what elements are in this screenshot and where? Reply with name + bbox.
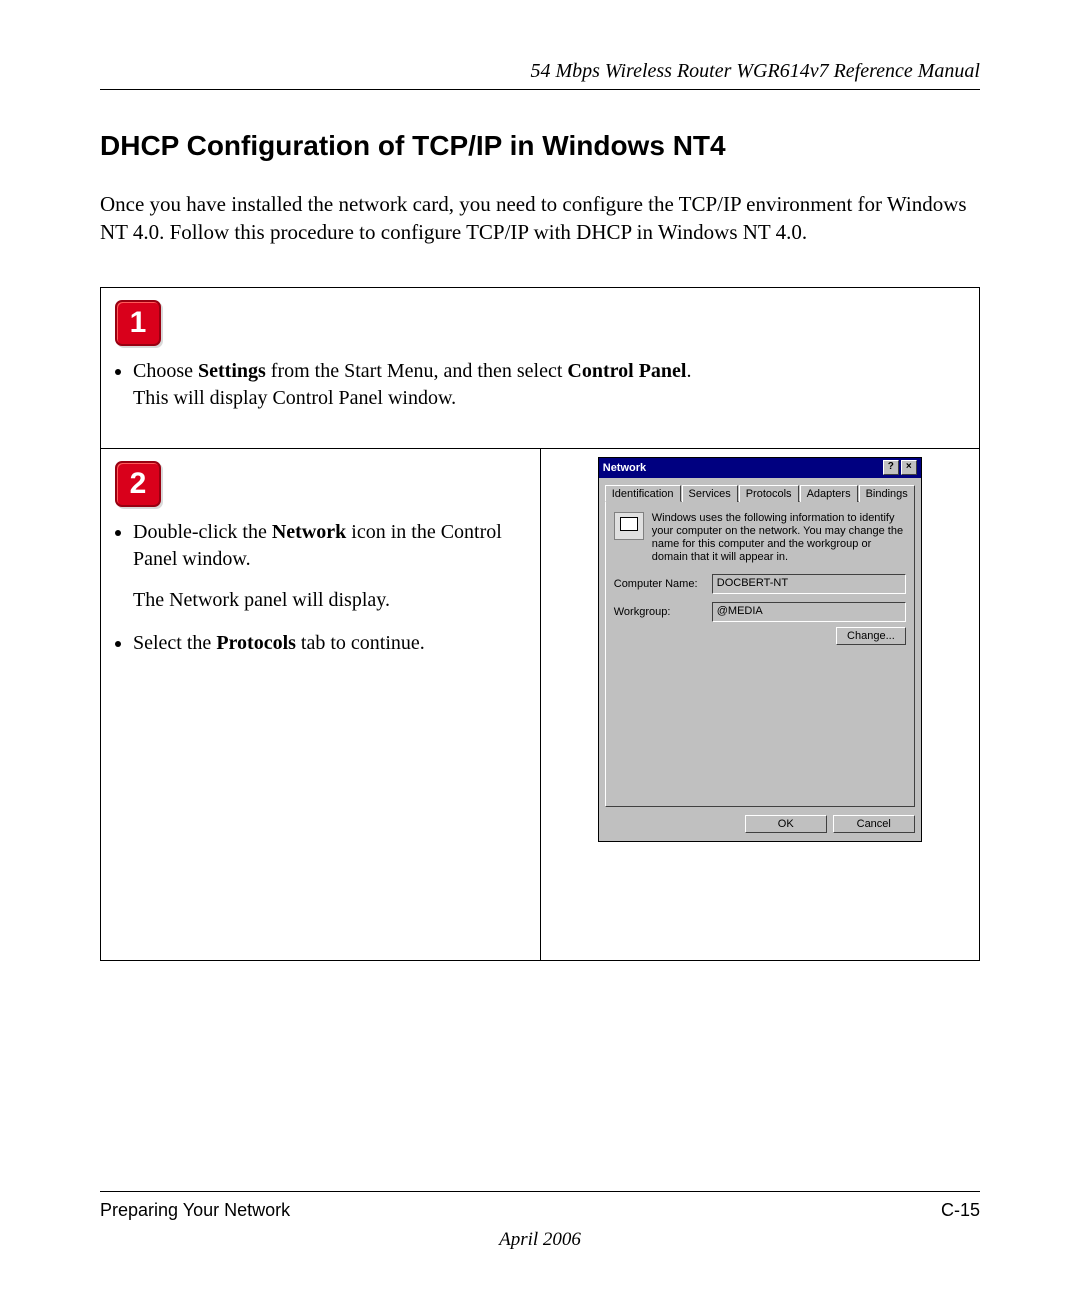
computer-icon xyxy=(614,512,644,540)
step1-line2: This will display Control Panel window. xyxy=(133,387,456,409)
tab-protocols[interactable]: Protocols xyxy=(739,485,799,502)
section-title: DHCP Configuration of TCP/IP in Windows … xyxy=(100,130,980,162)
footer-row: Preparing Your Network C-15 xyxy=(100,1200,980,1221)
step2-protocols-word: Protocols xyxy=(216,632,296,654)
step2-badge: 2 xyxy=(115,461,161,507)
step2-bullet2: Select the Protocols tab to continue. xyxy=(133,630,526,657)
step2-left-cell: 2 Double-click the Network icon in the C… xyxy=(101,448,541,960)
tab-adapters[interactable]: Adapters xyxy=(800,485,858,502)
dialog-body: Identification Services Protocols Adapte… xyxy=(599,478,921,841)
close-icon[interactable]: × xyxy=(901,460,917,475)
footer-left: Preparing Your Network xyxy=(100,1200,290,1221)
info-text: Windows uses the following information t… xyxy=(652,512,906,565)
computer-name-field: DOCBERT-NT xyxy=(712,574,906,594)
tab-row: Identification Services Protocols Adapte… xyxy=(605,484,915,502)
computer-name-label: Computer Name: xyxy=(614,578,706,590)
workgroup-label: Workgroup: xyxy=(614,606,706,618)
steps-table: 1 Choose Settings from the Start Menu, a… xyxy=(100,287,980,961)
footer-right: C-15 xyxy=(941,1200,980,1221)
step2-right-cell: Network ? × Identification Services Prot… xyxy=(540,448,980,960)
cancel-button[interactable]: Cancel xyxy=(833,815,915,833)
doc-header: 54 Mbps Wireless Router WGR614v7 Referen… xyxy=(100,60,980,89)
step1-pre: Choose xyxy=(133,360,198,382)
step1-badge: 1 xyxy=(115,300,161,346)
step1-post: . xyxy=(686,360,691,382)
step1-bullet: Choose Settings from the Start Menu, and… xyxy=(133,358,965,412)
tab-services[interactable]: Services xyxy=(682,485,738,502)
header-rule xyxy=(100,89,980,90)
change-button[interactable]: Change... xyxy=(836,627,906,645)
tab-bindings[interactable]: Bindings xyxy=(859,485,915,502)
step2-b1-pre: Double-click the xyxy=(133,521,272,543)
network-dialog: Network ? × Identification Services Prot… xyxy=(598,457,922,842)
help-icon[interactable]: ? xyxy=(883,460,899,475)
step2-b2-pre: Select the xyxy=(133,632,216,654)
footer-rule xyxy=(100,1191,980,1192)
step2-b2-post: tab to continue. xyxy=(296,632,425,654)
step2-bullet1: Double-click the Network icon in the Con… xyxy=(133,519,526,614)
footer-date: April 2006 xyxy=(100,1229,980,1251)
tab-content: Windows uses the following information t… xyxy=(605,502,915,807)
dialog-title: Network xyxy=(603,462,646,474)
workgroup-field: @MEDIA xyxy=(712,602,906,622)
step1-settings: Settings xyxy=(198,360,266,382)
ok-button[interactable]: OK xyxy=(745,815,827,833)
dialog-titlebar: Network ? × xyxy=(599,458,921,478)
step2-indent: The Network panel will display. xyxy=(133,587,526,614)
step1-control-panel: Control Panel xyxy=(567,360,686,382)
step2-network-word: Network xyxy=(272,521,346,543)
tab-identification[interactable]: Identification xyxy=(605,485,681,502)
intro-paragraph: Once you have installed the network card… xyxy=(100,190,980,247)
step1-mid: from the Start Menu, and then select xyxy=(266,360,568,382)
step1-cell: 1 Choose Settings from the Start Menu, a… xyxy=(101,287,980,448)
